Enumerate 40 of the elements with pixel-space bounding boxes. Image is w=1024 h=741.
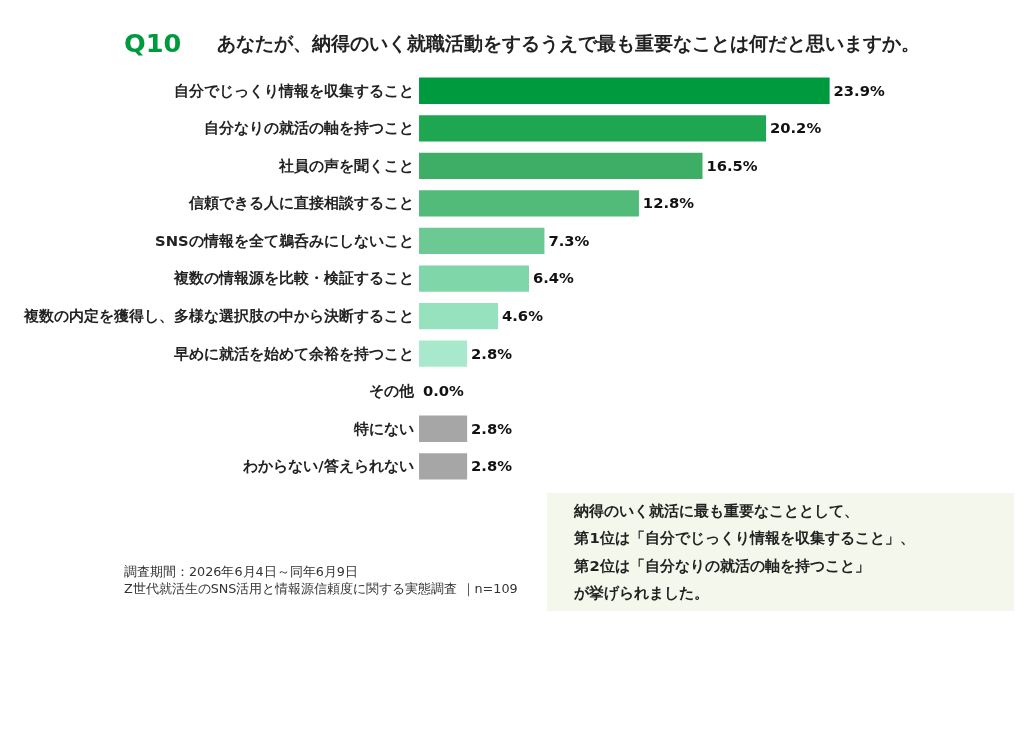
data-label: 4.6%	[502, 307, 544, 325]
y-tick-label: 複数の内定を獲得し、多様な選択肢の中から決断すること	[22, 307, 414, 326]
bar	[419, 415, 468, 442]
y-tick-label: 自分なりの就活の軸を持つこと	[203, 119, 414, 137]
text: 第1位は「自分でじっくり情報を収集すること」、	[573, 529, 915, 548]
data-label: 2.8%	[471, 457, 513, 475]
bar	[419, 302, 499, 330]
data-label: 2.8%	[471, 344, 513, 362]
bar	[419, 77, 830, 104]
y-tick-label: 複数の情報源を比較・検証すること	[172, 269, 414, 288]
y-tick-label: 特にない	[352, 419, 414, 437]
data-label: 23.9%	[833, 81, 885, 99]
data-label: 16.5%	[706, 156, 758, 174]
y-tick-label: 信頼できる人に直接相談すること	[187, 194, 414, 213]
data-label: 2.8%	[471, 419, 513, 437]
data-label: 7.3%	[548, 231, 590, 249]
bar	[419, 227, 545, 255]
bar	[419, 340, 468, 367]
bar	[419, 265, 529, 292]
y-tick-label: わからない/答えられない	[242, 457, 414, 475]
y-tick-label: その他	[368, 382, 415, 400]
data-label: 12.8%	[642, 194, 695, 212]
bar	[419, 115, 767, 142]
y-tick-label: 早めに就活を始めて余裕を持つこと	[172, 344, 414, 362]
y-tick-label: 自分でじっくり情報を収集すること	[173, 81, 414, 100]
text: 調査期間：2026年6月4日～同年6月9日	[123, 563, 358, 579]
bar	[419, 453, 468, 480]
text: 納得のいく就活に最も重要なこととして、	[573, 501, 860, 519]
y-tick-label: 社員の声を聞くこと	[277, 156, 414, 174]
text: 第2位は「自分なりの就活の軸を持つこと」	[573, 556, 870, 574]
chart-subtitle: あなたが、納得のいく就職活動をするうえで最も重要なことは何だと思いますか。	[217, 33, 921, 56]
data-label: 6.4%	[532, 269, 575, 287]
data-label: 0.0%	[422, 382, 465, 400]
y-tick-label: SNSの情報を全て鵜呑みにしないこと	[155, 231, 414, 249]
data-label: 20.2%	[769, 119, 822, 137]
text: Z世代就活生のSNS活用と情報源信頼度に関する実態調査 ｜n=109	[123, 581, 518, 598]
bar	[419, 152, 703, 179]
bar	[419, 190, 639, 217]
text: Q10	[123, 28, 182, 59]
text: が挙げられました。	[573, 584, 710, 603]
